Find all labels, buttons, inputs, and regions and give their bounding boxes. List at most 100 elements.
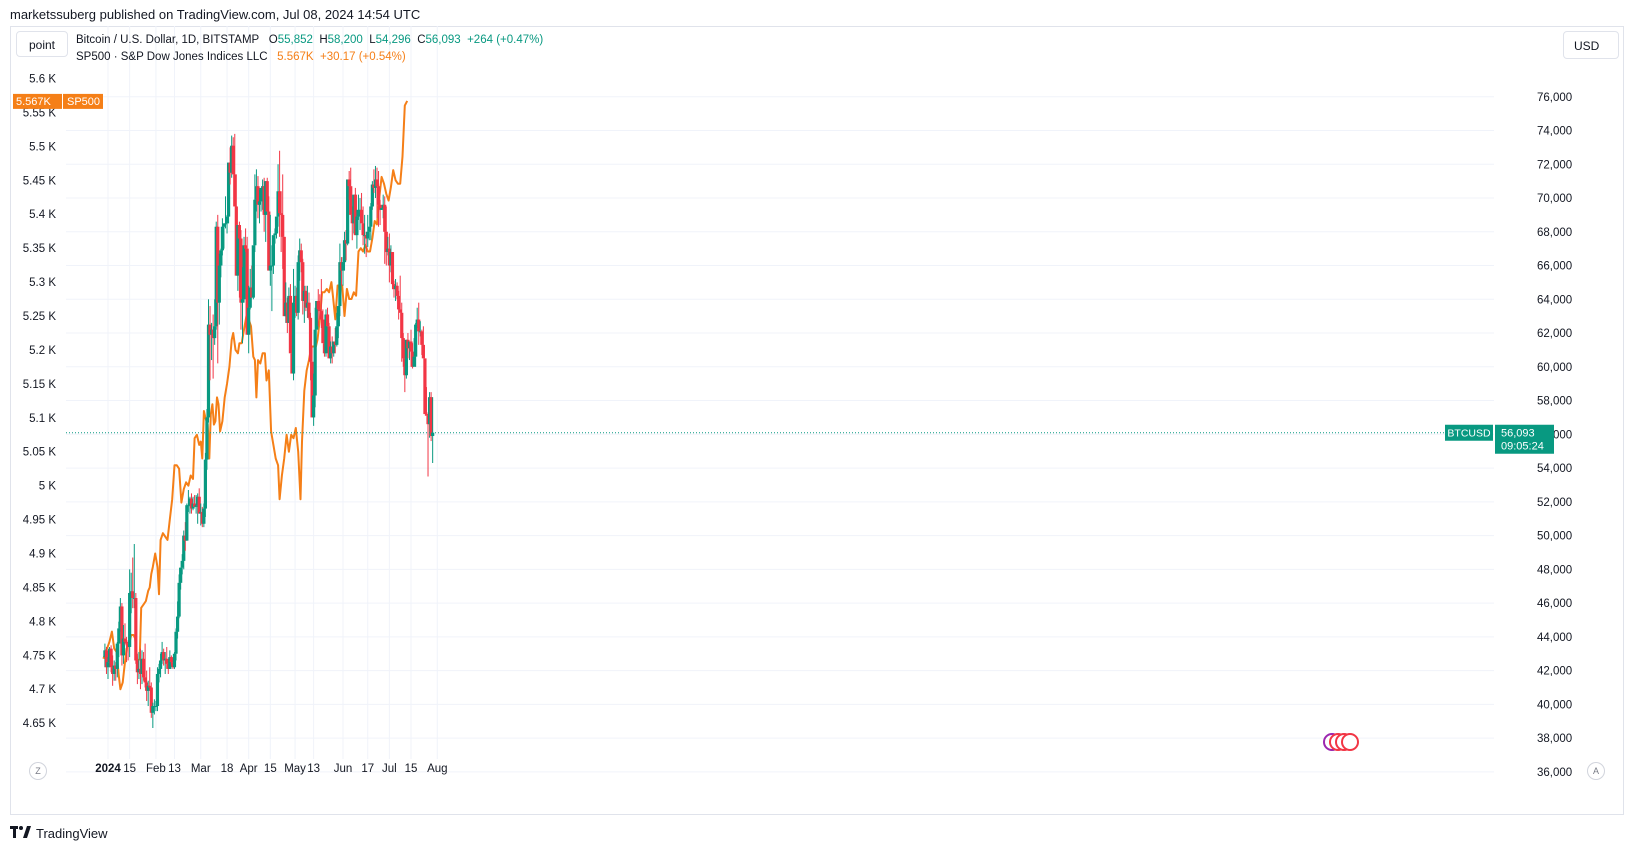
- secondary-value: 5.567K: [277, 51, 314, 63]
- left-axis-tick-label: 5.2 K: [29, 345, 56, 357]
- left-axis-tick-label: 4.65 K: [23, 718, 57, 730]
- candle-body: [301, 262, 305, 301]
- candle-body: [174, 631, 178, 654]
- btc-candle: [231, 137, 235, 175]
- candle-body: [281, 214, 285, 237]
- left-axis-tick-label: 5.6 K: [29, 74, 56, 86]
- secondary-legend: SP500 · S&P Dow Jones Indices LLC 5.567K…: [76, 51, 406, 63]
- x-axis-tick-label: Aug: [427, 763, 447, 775]
- btc-candle: [378, 199, 382, 226]
- candle-body: [222, 223, 226, 227]
- sp500-symbol-label: SP500: [67, 96, 100, 108]
- btc-price-badge: [1495, 424, 1554, 454]
- candle-body: [313, 329, 317, 396]
- candle-body: [165, 658, 169, 664]
- candle-body: [158, 660, 163, 669]
- btc-candle: [222, 223, 226, 249]
- candle-body: [154, 706, 158, 708]
- x-axis-tick-label: Apr: [240, 763, 258, 775]
- candle-body: [310, 361, 314, 418]
- candle-body: [325, 314, 330, 327]
- candle-body: [135, 660, 139, 673]
- right-axis-tick-label: 74,000: [1537, 126, 1572, 138]
- left-axis-tick-label: 5 K: [39, 481, 57, 493]
- btc-candle: [236, 225, 240, 291]
- right-axis-tick-label: 44,000: [1537, 632, 1572, 644]
- candle-body: [332, 341, 336, 354]
- btc-candle: [225, 214, 229, 234]
- btc-candle: [265, 177, 269, 212]
- btc-candle: [431, 397, 435, 464]
- btc-candle: [143, 643, 147, 688]
- candle-body: [375, 179, 379, 187]
- high-value: 58,200: [327, 34, 363, 46]
- x-axis-tick-label: 13: [168, 763, 181, 775]
- btc-candle: [390, 252, 395, 290]
- btc-candle: [274, 216, 279, 239]
- candle-body: [112, 665, 116, 674]
- btc-candle: [104, 646, 109, 674]
- candle-body: [324, 314, 328, 354]
- candle-body: [231, 145, 235, 175]
- primary-symbol-name[interactable]: Bitcoin / U.S. Dollar, 1D, BITSTAMP: [76, 34, 260, 46]
- candle-body: [148, 685, 152, 688]
- x-axis-tick-label: Feb: [146, 763, 166, 775]
- btc-candle: [131, 557, 135, 609]
- left-axis-tick-label: 5.55 K: [23, 107, 57, 119]
- candle-body: [270, 265, 274, 267]
- candle-body: [355, 216, 359, 236]
- right-axis-tick-label: 54,000: [1537, 463, 1572, 475]
- left-axis-tick-label: 5.35 K: [23, 243, 57, 255]
- right-axis-tick-label: 68,000: [1537, 227, 1572, 239]
- candle-body: [251, 245, 255, 298]
- scale-mode-button[interactable]: point: [16, 31, 68, 57]
- candle-body: [189, 498, 194, 509]
- chart-canvas[interactable]: 76,000 74,000 72,000 70,000 68,000 66,000 64,0…: [10, 26, 1624, 815]
- btc-candle: [206, 299, 211, 423]
- sp500-value-label: 5.567K: [16, 96, 52, 108]
- x-axis-tick-label: 15: [123, 763, 136, 775]
- btc-candle: [423, 358, 427, 415]
- btc-candle: [267, 196, 271, 271]
- candle-body: [203, 459, 207, 509]
- btc-candle: [361, 206, 365, 246]
- tradingview-footer[interactable]: TradingView: [10, 826, 108, 841]
- candle-body: [216, 226, 220, 303]
- candle-body: [412, 356, 416, 367]
- secondary-symbol-name[interactable]: SP500 · S&P Dow Jones Indices LLC: [76, 51, 268, 63]
- candle-body: [177, 582, 181, 617]
- candle-body: [312, 395, 316, 418]
- candle-body: [104, 650, 109, 668]
- btc-candle: [296, 255, 300, 320]
- candle-body: [307, 302, 311, 318]
- zoom-reset-button[interactable]: Z: [29, 762, 47, 780]
- candle-body: [338, 262, 342, 307]
- btc-candle: [356, 194, 361, 220]
- candle-body: [319, 311, 323, 320]
- btc-candle: [316, 289, 320, 327]
- candle-body: [259, 187, 263, 202]
- candle-body: [217, 265, 221, 303]
- auto-scale-button[interactable]: A: [1587, 762, 1605, 780]
- left-axis-tick-label: 4.8 K: [29, 616, 56, 628]
- btc-candle: [342, 231, 347, 271]
- close-value: 56,093: [425, 34, 461, 46]
- right-axis-tick-label: 36,000: [1537, 767, 1572, 779]
- low-value: 54,296: [375, 34, 411, 46]
- btc-candle: [148, 667, 152, 691]
- left-axis-tick-label: 5.15 K: [23, 379, 57, 391]
- right-axis-tick-label: 60,000: [1537, 362, 1572, 374]
- candle-body: [240, 299, 245, 303]
- currency-button[interactable]: USD: [1563, 31, 1619, 59]
- candle-body: [182, 535, 186, 561]
- candle-body: [366, 231, 370, 239]
- candle-body: [202, 508, 206, 524]
- candle-body: [239, 238, 243, 303]
- left-axis-tick-label: 5.4 K: [29, 209, 56, 221]
- btc-candle: [172, 652, 177, 669]
- candle-body: [291, 302, 296, 374]
- btc-candle: [288, 284, 293, 354]
- btc-candle: [325, 307, 330, 327]
- candle-body: [141, 658, 146, 678]
- candle-body: [288, 295, 293, 354]
